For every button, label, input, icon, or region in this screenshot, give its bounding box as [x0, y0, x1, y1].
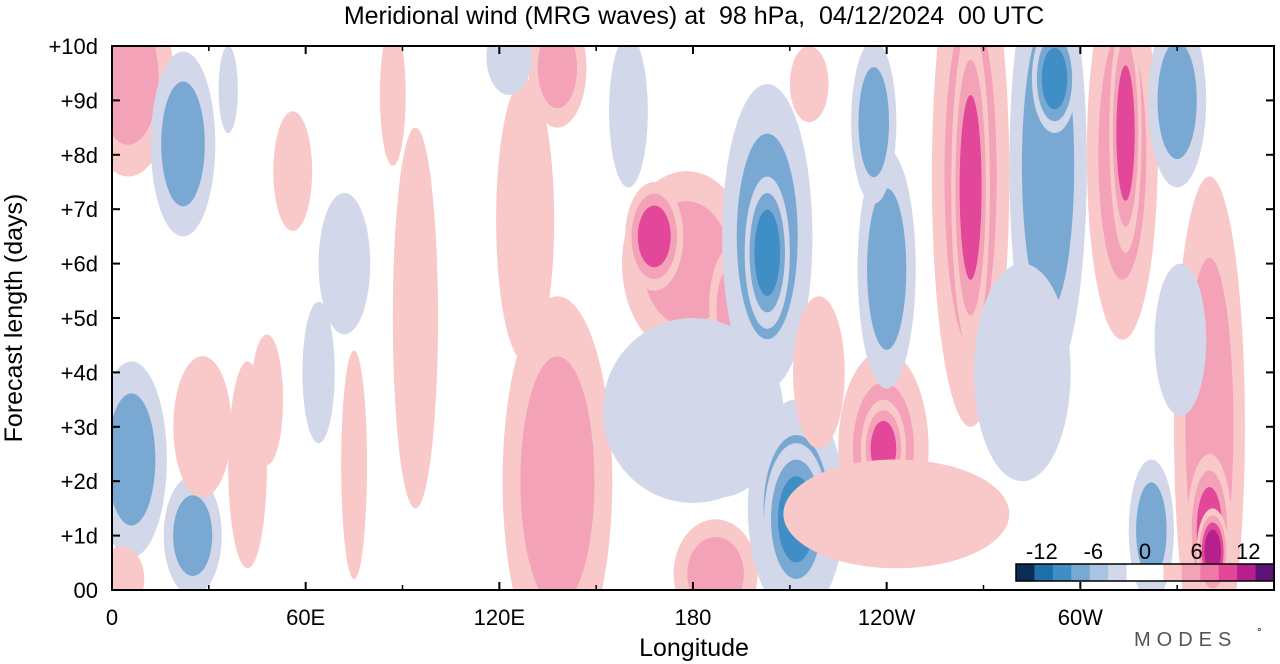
x-tick-label: 60W [1058, 605, 1103, 630]
colorbar-segment [1237, 564, 1257, 581]
x-tick-label: 180 [675, 605, 712, 630]
x-tick-label: 60E [286, 605, 325, 630]
contour-pos-11-1 [392, 127, 439, 509]
x-tick-label: 120W [858, 605, 916, 630]
contour-neg-10-1 [318, 192, 371, 335]
y-tick-label: 00 [74, 578, 98, 603]
contour-neg-40-1 [973, 263, 1071, 482]
contour-pos-32-1 [783, 459, 1010, 569]
contour-pos-0-2 [112, 46, 159, 145]
colorbar-label: 12 [1236, 539, 1260, 564]
contour-neg-18-1 [609, 46, 648, 188]
contour-pos-4-1 [173, 356, 232, 498]
axis-ticks: 0 60E 120E 180 120W 60W 00 +1d +2d +3d +4d +5d +6d +7… [48, 34, 1274, 630]
contour-neg-9-1 [218, 46, 238, 134]
y-tick-label: +5d [61, 306, 98, 331]
contour-pos-14-2 [520, 356, 595, 590]
contour-pos-7-1 [250, 334, 284, 465]
contour-neg-24-3 [754, 209, 781, 296]
colorbar-frame [1015, 563, 1275, 582]
y-tick-label: +3d [61, 415, 98, 440]
y-tick-label: +10d [48, 34, 98, 59]
contour-neg-34-2 [858, 67, 890, 178]
colorbar-segment [1016, 564, 1035, 581]
colorbar-label: -12 [1026, 539, 1058, 564]
brand-logo-text: MODES [1134, 629, 1237, 651]
contour-neg-1-2 [161, 81, 205, 207]
contour-neg-47-1 [1154, 263, 1207, 416]
y-axis-label: Forecast length (days) [0, 194, 28, 443]
colorbar: -12 -6 0 6 12 [1015, 539, 1275, 582]
y-tick-label: +6d [61, 252, 98, 277]
contour-pos-22-2 [687, 536, 744, 590]
y-tick-label: +2d [61, 469, 98, 494]
y-tick-label: +9d [61, 88, 98, 113]
colorbar-segment [1163, 564, 1183, 581]
colorbar-segment [1034, 564, 1054, 581]
contour-neg-2-2 [112, 393, 156, 526]
colorbar-segment [1218, 564, 1238, 581]
y-tick-label: +7d [61, 197, 98, 222]
contour-neg-8-1 [302, 301, 335, 444]
contour-pos-13-1 [496, 78, 555, 362]
contour-pos-20-3 [637, 205, 671, 268]
contour-pos-16-1 [379, 46, 406, 166]
chart-title: Meridional wind (MRG waves) at 98 hPa, 0… [344, 2, 1044, 30]
contour-pos-46-4 [1204, 529, 1221, 575]
colorbar-segment [1200, 564, 1220, 581]
contour-neg-43-2 [1157, 46, 1197, 160]
colorbar-segment [1108, 564, 1128, 581]
colorbar-label: -6 [1084, 539, 1104, 564]
contour-pos-15-2 [537, 46, 578, 109]
contour-neg-48-2 [1136, 482, 1167, 578]
contour-pos-42-3 [1116, 65, 1135, 201]
contour-neg-26-1 [602, 318, 784, 503]
contour-pos-12-1 [341, 350, 367, 580]
colorbar-segment [1052, 564, 1072, 581]
x-axis-label: Longitude [639, 634, 749, 662]
x-tick-label: 0 [106, 605, 118, 630]
contour-neg-39-3 [1041, 47, 1068, 110]
contour-pos-29-1 [793, 296, 845, 449]
contour-features [112, 46, 1245, 590]
y-tick-label: +1d [61, 524, 98, 549]
colorbar-segment [1089, 564, 1109, 581]
contour-pos-36-3 [959, 94, 982, 280]
contour-neg-33-2 [867, 188, 907, 350]
contour-pos-49-1 [112, 546, 145, 590]
contour-pos-37-1 [789, 46, 829, 123]
brand-logo-mark: ° [1257, 625, 1262, 639]
colorbar-segment [1071, 564, 1091, 581]
colorbar-segment [1255, 564, 1275, 581]
y-tick-label: +8d [61, 143, 98, 168]
contour-neg-3-2 [173, 495, 213, 576]
contour-neg-17-1 [486, 46, 532, 95]
colorbar-label: 0 [1139, 539, 1151, 564]
colorbar-segment [1145, 564, 1164, 581]
colorbar-segment [1181, 564, 1201, 581]
colorbar-segment [1126, 564, 1146, 581]
y-tick-label: +4d [61, 360, 98, 385]
contour-pos-5-1 [273, 111, 313, 231]
colorbar-label: 6 [1190, 539, 1202, 564]
x-tick-label: 120E [474, 605, 525, 630]
